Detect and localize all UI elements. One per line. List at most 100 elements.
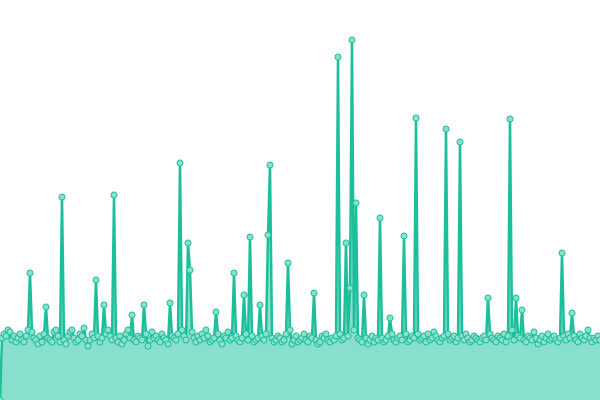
data-point: [544, 330, 552, 338]
data-point: [6, 328, 14, 336]
data-point: [26, 269, 34, 277]
data-point: [280, 336, 288, 344]
data-point: [202, 326, 210, 334]
data-point: [164, 340, 172, 348]
data-point: [412, 114, 420, 122]
data-point: [508, 326, 516, 334]
data-point: [350, 326, 358, 334]
data-point: [0, 396, 4, 400]
data-point: [518, 306, 526, 314]
data-point: [212, 308, 220, 316]
data-point: [248, 332, 256, 340]
data-point: [20, 338, 28, 346]
data-point: [238, 334, 246, 342]
data-point: [264, 231, 272, 239]
data-point: [174, 330, 182, 338]
data-point: [116, 332, 124, 340]
data-point: [424, 330, 432, 338]
data-point: [104, 326, 112, 334]
data-point: [148, 328, 156, 336]
data-point: [80, 324, 88, 332]
data-point: [230, 269, 238, 277]
data-point: [316, 338, 324, 346]
data-point: [224, 328, 232, 336]
data-point: [300, 330, 308, 338]
data-point: [100, 301, 108, 309]
data-point: [58, 193, 66, 201]
data-point: [574, 338, 582, 346]
data-point: [310, 289, 318, 297]
data-point: [218, 340, 226, 348]
data-point: [506, 115, 514, 123]
data-point: [456, 138, 464, 146]
data-point: [42, 303, 50, 311]
data-point: [262, 330, 270, 338]
data-point: [410, 334, 418, 342]
data-point: [240, 291, 248, 299]
data-point: [242, 330, 250, 338]
data-point: [386, 314, 394, 322]
data-point: [172, 336, 180, 344]
data-point: [502, 338, 510, 346]
data-point: [210, 334, 218, 342]
data-point: [260, 336, 268, 344]
data-point: [204, 332, 212, 340]
data-point: [482, 336, 490, 344]
data-point: [360, 291, 368, 299]
data-point: [62, 340, 70, 348]
data-point: [78, 332, 86, 340]
data-point: [142, 330, 150, 338]
data-point: [336, 330, 344, 338]
data-point: [144, 342, 152, 350]
data-point: [38, 338, 46, 346]
data-point: [48, 338, 56, 346]
data-point: [492, 338, 500, 346]
data-point: [186, 266, 194, 274]
data-point: [286, 326, 294, 334]
data-point: [442, 125, 450, 133]
data-point: [568, 309, 576, 317]
data-point: [132, 338, 140, 346]
data-point: [402, 330, 410, 338]
data-point: [400, 232, 408, 240]
data-point: [2, 332, 10, 340]
data-point: [522, 338, 530, 346]
data-point: [176, 159, 184, 167]
data-point: [16, 330, 24, 338]
data-point: [182, 336, 190, 344]
data-point: [558, 249, 566, 257]
data-point: [484, 294, 492, 302]
data-point: [124, 326, 132, 334]
data-point: [84, 342, 92, 350]
data-point: [52, 326, 60, 334]
data-point: [128, 311, 136, 319]
data-point: [140, 301, 148, 309]
data-point: [214, 330, 222, 338]
data-point: [596, 336, 600, 344]
data-point: [246, 233, 254, 241]
data-point: [322, 330, 330, 338]
data-point: [138, 336, 146, 344]
data-point: [284, 259, 292, 267]
data-point: [334, 53, 342, 61]
data-point: [244, 336, 252, 344]
data-point: [304, 338, 312, 346]
data-point: [68, 326, 76, 334]
data-point: [346, 284, 354, 292]
data-point: [444, 330, 452, 338]
data-point: [292, 332, 300, 340]
data-point: [282, 330, 290, 338]
data-point: [584, 326, 592, 334]
data-point: [92, 276, 100, 284]
data-point: [352, 199, 360, 207]
data-point: [22, 332, 30, 340]
data-point: [178, 326, 186, 334]
data-point: [388, 330, 396, 338]
data-point: [110, 191, 118, 199]
area-fill: [0, 40, 600, 400]
data-point: [266, 161, 274, 169]
data-point: [348, 36, 356, 44]
data-point: [344, 332, 352, 340]
data-point: [166, 299, 174, 307]
